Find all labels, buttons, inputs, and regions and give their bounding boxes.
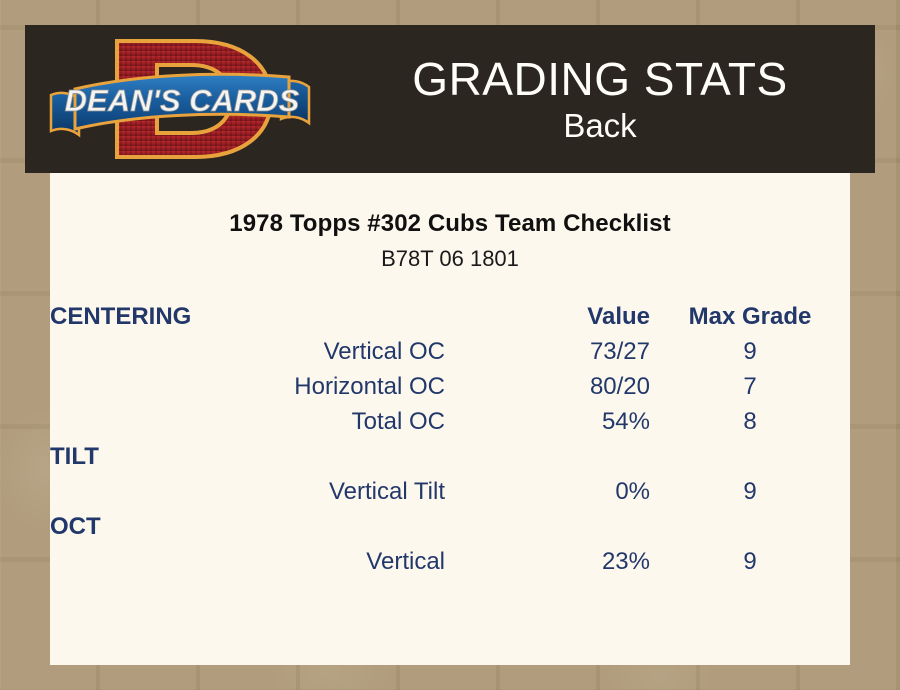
grading-stats-table: CENTERING Value Max Grade Vertical OC 73/…	[50, 299, 850, 579]
deans-cards-logo[interactable]: DEAN'S CARDS	[45, 31, 315, 167]
logo-wordmark: DEAN'S CARDS	[65, 83, 300, 118]
header-bar: DEAN'S CARDS GRADING STATS Back	[25, 25, 875, 173]
page-subtitle: Back	[563, 107, 637, 144]
section-label: TILT	[50, 442, 99, 470]
stat-value: 0%	[615, 477, 650, 505]
stat-label: Total OC	[351, 407, 445, 435]
table-row: Horizontal OC 80/20 7	[50, 369, 850, 404]
section-header-row: TILT	[50, 439, 850, 474]
table-row: Total OC 54% 8	[50, 404, 850, 439]
table-row: Vertical OC 73/27 9	[50, 334, 850, 369]
column-header-category: CENTERING	[50, 302, 192, 330]
section-label: OCT	[50, 512, 101, 540]
stat-max-grade: 9	[743, 337, 757, 365]
logo-ribbon-left-tail	[49, 91, 81, 138]
logo-ribbon-band	[73, 72, 291, 131]
content-panel: 1978 Topps #302 Cubs Team Checklist B78T…	[50, 173, 850, 665]
stat-value: 80/20	[589, 372, 650, 400]
stat-label: Vertical Tilt	[328, 477, 445, 505]
header-title-block: GRADING STATS Back	[325, 25, 875, 173]
stat-value	[445, 439, 650, 474]
grading-stats-body: CENTERING Value Max Grade Vertical OC 73/…	[50, 299, 850, 579]
stat-max-grade	[650, 509, 850, 544]
stat-value: 54%	[601, 407, 650, 435]
column-header-value: Value	[587, 302, 650, 330]
page-title: GRADING STATS	[412, 53, 788, 105]
stat-max-grade	[650, 439, 850, 474]
stat-max-grade: 8	[743, 407, 757, 435]
stat-value	[445, 509, 650, 544]
stat-value: 23%	[601, 547, 650, 575]
stat-max-grade: 9	[743, 547, 757, 575]
column-header-max-grade: Max Grade	[688, 302, 812, 330]
table-header-row: CENTERING Value Max Grade	[50, 299, 850, 334]
table-row: Vertical Tilt 0% 9	[50, 474, 850, 509]
table-row: Vertical 23% 9	[50, 544, 850, 579]
stat-value: 73/27	[589, 337, 650, 365]
stat-max-grade: 7	[743, 372, 757, 400]
card-title: 1978 Topps #302 Cubs Team Checklist	[229, 210, 671, 237]
stat-label: Horizontal OC	[294, 372, 445, 400]
stat-label: Vertical	[366, 547, 445, 575]
stat-label: Vertical OC	[323, 337, 445, 365]
card-serial-number: B78T 06 1801	[381, 246, 519, 271]
section-header-row: OCT	[50, 509, 850, 544]
stat-max-grade: 9	[743, 477, 757, 505]
